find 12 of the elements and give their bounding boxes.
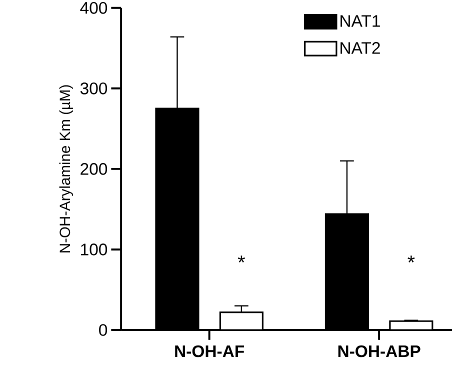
annotation: * xyxy=(408,255,415,262)
x-tick-label: N-OH-ABP xyxy=(338,345,420,357)
x-tick-label: N-OH-AF xyxy=(175,345,244,357)
annotation: * xyxy=(238,255,245,262)
legend-label: NAT2 xyxy=(340,42,380,54)
y-tick-label: 0 xyxy=(99,324,108,336)
y-tick-label: 400 xyxy=(80,2,108,14)
y-tick-label: 100 xyxy=(81,243,108,256)
y-axis-title: N-OH-Arylamine Km (µM) xyxy=(59,85,74,252)
y-tick-label: 300 xyxy=(80,82,108,94)
legend-label: NAT1 xyxy=(340,15,380,27)
y-tick-label: 200 xyxy=(80,162,108,175)
